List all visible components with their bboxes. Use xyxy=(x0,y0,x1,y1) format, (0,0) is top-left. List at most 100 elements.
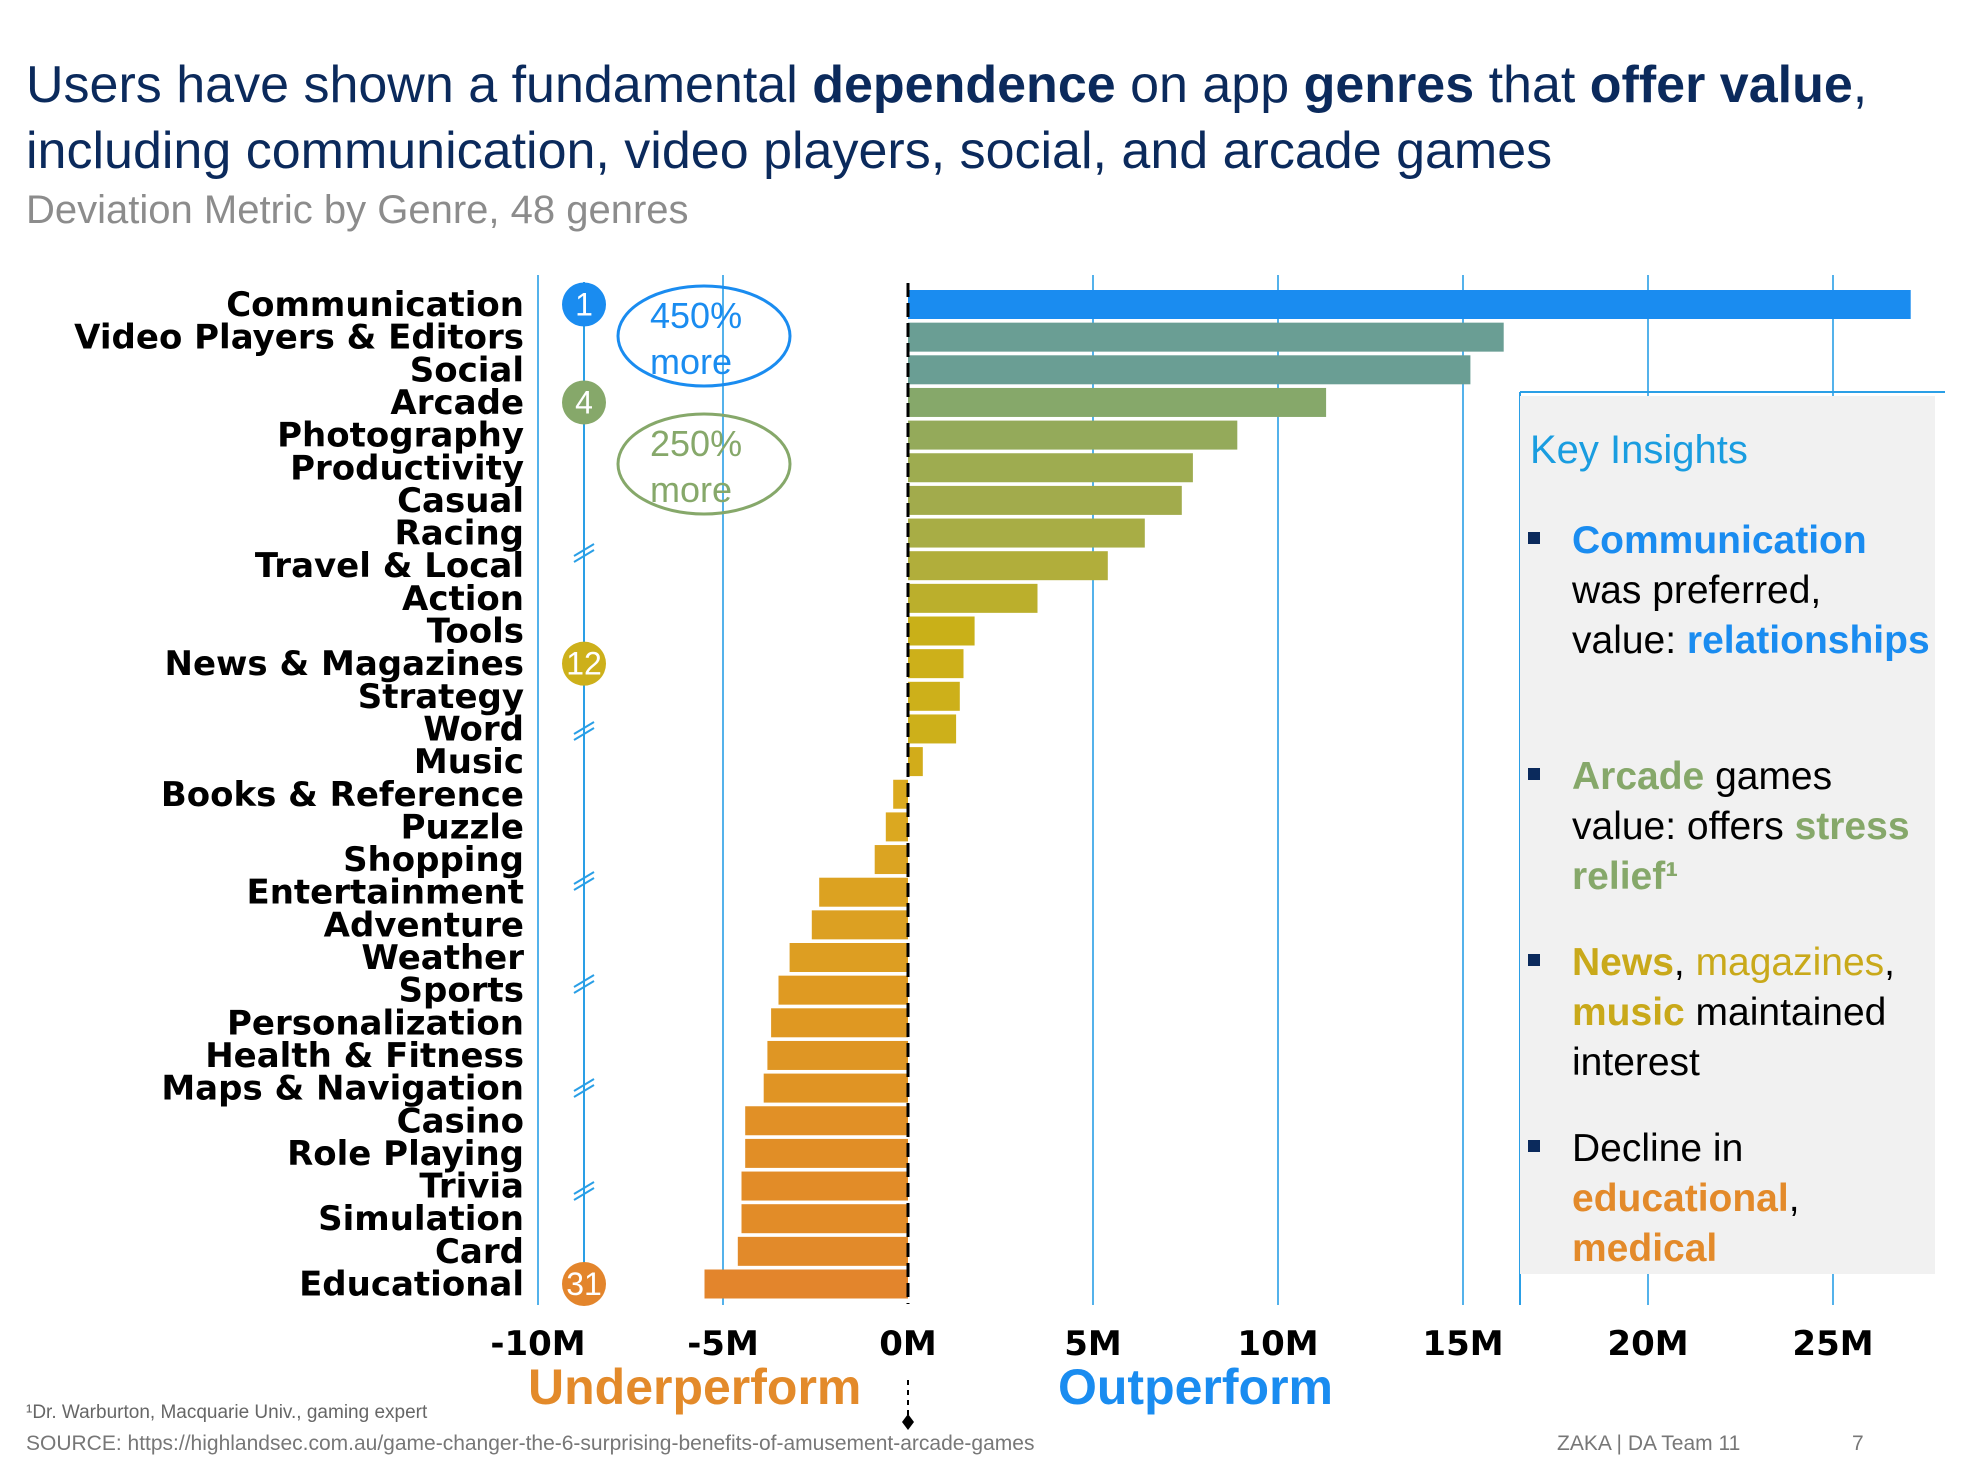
insight-text-segment: educational xyxy=(1572,1177,1789,1220)
insight-text-segment: Communication xyxy=(1572,519,1867,562)
insight-item: News, magazines, music maintained intere… xyxy=(1572,938,1932,1088)
bar xyxy=(741,1204,908,1234)
axis-break-mark xyxy=(573,1078,595,1092)
axis-break-mark xyxy=(573,549,595,563)
insight-text-segment: maintained interest xyxy=(1572,991,1887,1084)
insight-item: Communication was preferred, value: rela… xyxy=(1572,516,1932,666)
category-label: Casino xyxy=(397,1101,524,1141)
rank-marker-label: 4 xyxy=(575,384,593,420)
bar xyxy=(908,290,1911,319)
insight-text-segment: , xyxy=(1884,941,1896,984)
category-label: Card xyxy=(435,1232,524,1272)
page-number: 7 xyxy=(1852,1432,1864,1455)
category-label: Productivity xyxy=(290,448,524,488)
insight-text-segment: , xyxy=(1788,1177,1800,1220)
bar xyxy=(908,681,960,711)
category-label: Word xyxy=(423,709,524,749)
bar xyxy=(704,1269,908,1299)
bar xyxy=(908,649,964,679)
x-tick-label: 10M xyxy=(1237,1324,1318,1364)
x-tick-label: 0M xyxy=(879,1324,937,1364)
category-label: Strategy xyxy=(358,677,524,717)
footnote: ¹Dr. Warburton, Macquarie Univ., gaming … xyxy=(26,1402,428,1423)
annotation-text: more xyxy=(650,469,732,510)
category-label: Action xyxy=(402,579,524,619)
bar xyxy=(811,910,908,940)
bar xyxy=(908,322,1504,352)
underperform-label: Underperform xyxy=(528,1359,862,1415)
insight-text-segment: stress relief¹ xyxy=(1572,805,1910,898)
title-segment: offer value xyxy=(1589,56,1853,114)
axis-break-mark xyxy=(573,974,595,988)
footer-team: ZAKA | DA Team 11 xyxy=(1557,1432,1741,1455)
axis-break-mark xyxy=(573,727,595,741)
bar xyxy=(789,943,908,972)
category-label: Role Playing xyxy=(287,1134,524,1174)
category-label: Arcade xyxy=(390,383,524,423)
bar xyxy=(778,975,908,1005)
category-label: Tools xyxy=(427,612,524,652)
bar xyxy=(819,877,908,907)
insight-text-segment: magazines xyxy=(1695,941,1885,984)
bar xyxy=(771,1008,908,1038)
bar xyxy=(908,355,1471,385)
title-segment: , including communication, video players… xyxy=(26,56,1868,180)
insight-text-segment: games value: offers xyxy=(1572,755,1833,848)
source-note: SOURCE: https://highlandsec.com.au/game-… xyxy=(26,1432,1035,1455)
bar xyxy=(885,812,908,842)
category-label: Books & Reference xyxy=(161,775,524,815)
x-tick-label: 15M xyxy=(1422,1324,1503,1364)
insight-item: Arcade games value: offers stress relief… xyxy=(1572,752,1932,902)
key-insights-panel xyxy=(1520,396,1935,1274)
bar xyxy=(893,779,908,809)
bar xyxy=(908,453,1193,483)
x-tick-label: 5M xyxy=(1064,1324,1122,1364)
insight-item: Decline in educational, medical xyxy=(1572,1124,1932,1274)
insight-text-segment: medical xyxy=(1572,1227,1718,1270)
category-label: Weather xyxy=(361,938,524,978)
rank-marker-label: 12 xyxy=(566,646,602,682)
insight-bullet-icon xyxy=(1528,532,1540,544)
category-label: Health & Fitness xyxy=(205,1036,524,1076)
category-label: Educational xyxy=(299,1265,524,1305)
bar xyxy=(767,1040,908,1070)
axis-break-mark xyxy=(573,1181,595,1195)
rank-marker-label: 1 xyxy=(575,287,593,323)
rank-marker xyxy=(562,282,606,327)
rank-marker xyxy=(562,641,606,686)
insight-bullet-icon xyxy=(1528,768,1540,780)
category-label: Racing xyxy=(395,514,524,554)
annotation-ellipse xyxy=(616,412,792,516)
outperform-label: Outperform xyxy=(1058,1359,1333,1415)
title-segment: genres xyxy=(1303,56,1475,114)
annotation-ellipse xyxy=(616,284,792,388)
bar xyxy=(908,616,975,646)
rank-marker xyxy=(562,1262,606,1306)
axis-break-mark xyxy=(573,980,595,994)
bar xyxy=(763,1073,908,1103)
bar xyxy=(737,1236,908,1266)
category-label: Photography xyxy=(277,416,524,456)
insight-bullet-icon xyxy=(1528,1140,1540,1152)
axis-break-mark xyxy=(573,543,595,557)
category-label: Maps & Navigation xyxy=(161,1069,524,1109)
bar xyxy=(745,1138,908,1168)
bar xyxy=(908,387,1327,417)
title-segment: dependence xyxy=(812,56,1116,114)
insight-bullet-icon xyxy=(1528,954,1540,966)
key-insights-title: Key Insights xyxy=(1530,428,1748,472)
insight-text-segment: music xyxy=(1572,991,1685,1034)
axis-break-mark xyxy=(573,871,595,885)
annotation-text: 450% xyxy=(650,295,742,336)
annotation-text: more xyxy=(650,341,732,382)
page-title: Users have shown a fundamental dependenc… xyxy=(26,52,1926,184)
category-label: Trivia xyxy=(419,1167,524,1207)
bar xyxy=(908,747,923,777)
category-label: Shopping xyxy=(343,840,524,880)
category-label: Adventure xyxy=(324,905,524,945)
rank-marker xyxy=(562,380,606,425)
insight-text-segment: News xyxy=(1572,941,1674,984)
category-label: Entertainment xyxy=(246,873,524,913)
category-label: Social xyxy=(410,350,524,390)
